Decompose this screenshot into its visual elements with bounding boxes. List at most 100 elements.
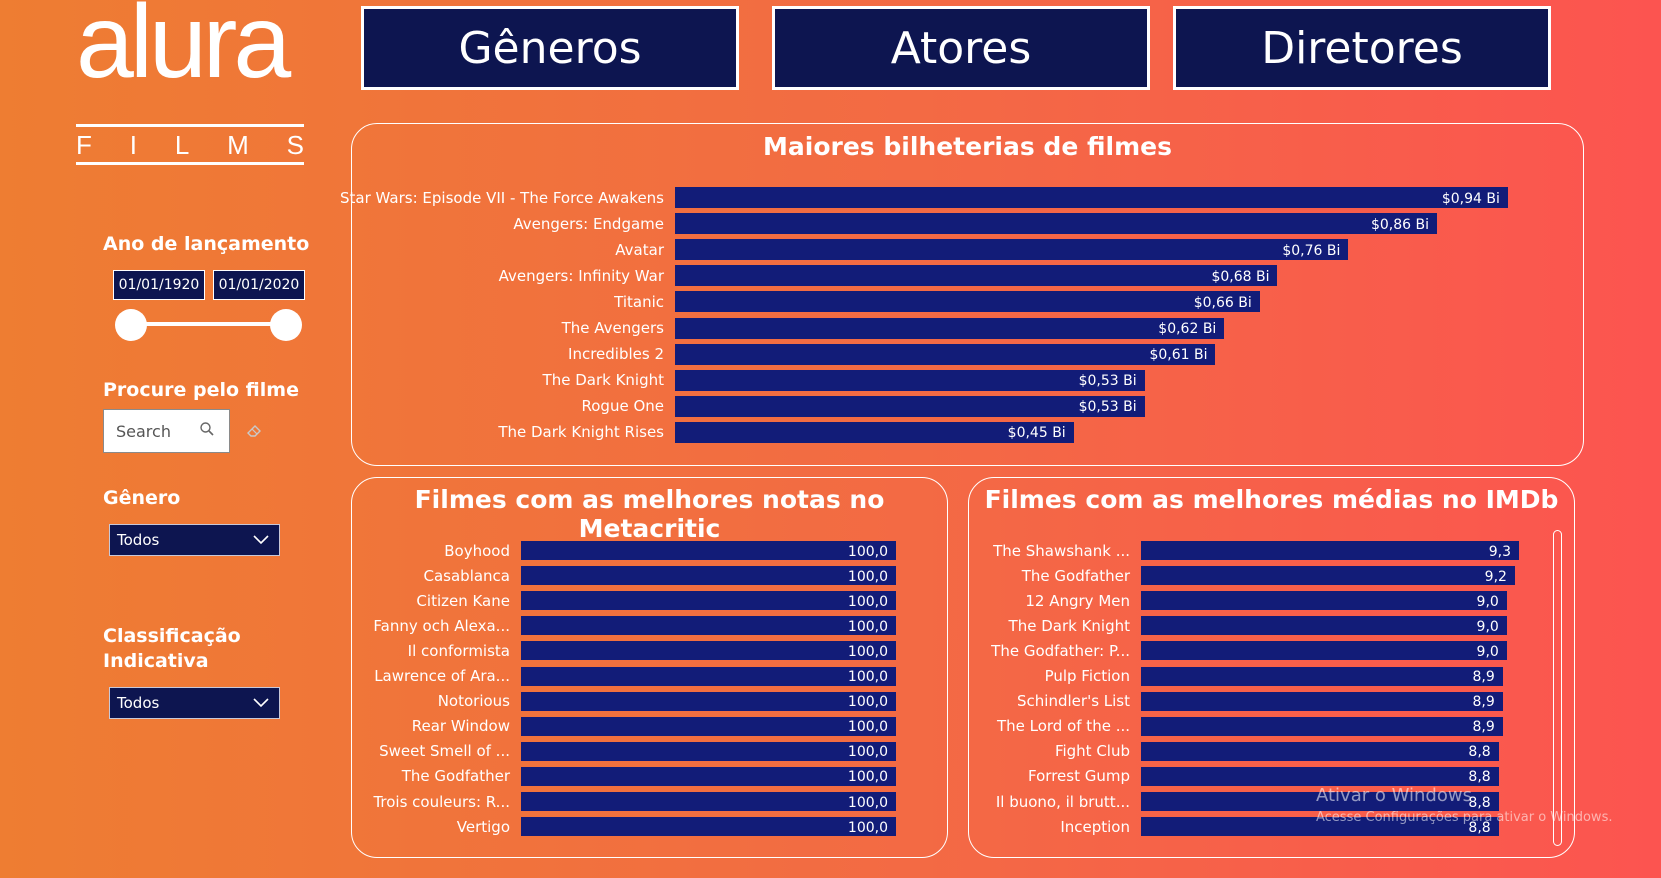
bar[interactable] [1141,792,1499,811]
bar-value-label: 100,0 [847,543,888,560]
bar[interactable] [675,213,1437,235]
nav-button-generos[interactable]: Gêneros [361,6,739,90]
bar-category-label: Avatar [615,240,664,259]
bar[interactable] [521,817,896,837]
bar[interactable] [675,317,1225,339]
bar-category-label: The Godfather [1021,566,1130,585]
bar[interactable] [521,566,896,586]
start-date-input[interactable]: 01/01/1920 [113,270,205,300]
rating-label-line1: Classificação [103,625,241,647]
end-date-input[interactable]: 01/01/2020 [213,270,305,300]
genre-dropdown[interactable]: Todos [109,524,280,556]
bar-category-label: Forrest Gump [1028,767,1130,786]
bar[interactable] [1141,566,1515,586]
bar-category-label: Star Wars: Episode VII - The Force Awake… [340,188,664,207]
eraser-icon[interactable] [246,422,264,438]
bar[interactable] [521,766,896,786]
search-label: Procure pelo filme [103,379,299,401]
bar-value-label: 100,0 [847,593,888,610]
bar-category-label: The Godfather [401,767,510,786]
metacritic-panel: Filmes com as melhores notas no Metacrit… [351,477,948,858]
bar[interactable] [1141,641,1507,661]
bar-category-label: Rogue One [581,397,665,416]
bar[interactable] [521,691,896,711]
bar[interactable] [521,541,896,560]
release-year-label: Ano de lançamento [103,233,310,255]
bar[interactable] [675,343,1216,365]
bar[interactable] [1141,541,1519,560]
bar-category-label: Notorious [437,692,510,711]
bar-category-label: 12 Angry Men [1025,591,1130,610]
bar-value-label: 100,0 [847,694,888,711]
logo-line [76,162,304,165]
bar-value-label: $0,61 Bi [1149,347,1208,364]
bar[interactable] [1141,616,1507,636]
bar[interactable] [675,265,1278,287]
bar-value-label: 9,0 [1476,643,1499,660]
bar-category-label: Fight Club [1054,742,1130,761]
bar[interactable] [675,239,1349,261]
bar[interactable] [1141,817,1499,837]
search-input[interactable]: Search [103,409,230,453]
box-office-title: Maiores bilheterias de filmes [763,132,1172,161]
metacritic-title: Filmes com as melhores notas no Metacrit… [414,485,885,543]
bar-category-label: Lawrence of Ara... [374,667,510,685]
bar-value-label: 8,9 [1472,694,1495,711]
bar-value-label: 100,0 [847,794,888,811]
bar-value-label: $0,76 Bi [1282,242,1341,259]
chevron-down-icon [253,535,269,545]
bar-category-label: Fanny och Alexa... [373,616,510,635]
bar-category-label: Schindler's List [1017,692,1130,711]
search-placeholder: Search [116,421,171,441]
year-slider-end-handle[interactable] [270,309,302,341]
bar-value-label: $0,53 Bi [1078,373,1137,390]
bar-value-label: 9,2 [1484,568,1507,585]
imdb-panel: Filmes com as melhores médias no IMDb [968,477,1575,858]
bar[interactable] [675,395,1145,417]
bar-value-label: 100,0 [847,719,888,736]
bar[interactable] [521,741,896,761]
bar-category-label: Boyhood [444,541,510,560]
watermark-subtitle: Acesse Configurações para ativar o Windo… [1316,810,1613,825]
bar[interactable] [1141,691,1503,711]
bar[interactable] [521,666,896,686]
bar-category-label: The Dark Knight [542,371,664,390]
year-slider-start-handle[interactable] [115,309,147,341]
bar[interactable] [521,641,896,661]
bar-value-label: 8,8 [1468,769,1491,786]
bar-category-label: Pulp Fiction [1044,667,1130,685]
bar-category-label: Avengers: Infinity War [498,266,664,285]
rating-dropdown[interactable]: Todos [109,687,280,719]
bar-value-label: 9,0 [1476,593,1499,610]
bar-category-label: Il buono, il brutt... [995,792,1130,811]
bar[interactable] [1141,741,1499,761]
bar-category-label: The Dark Knight Rises [498,423,664,442]
nav-button-diretores[interactable]: Diretores [1173,6,1551,90]
bar-category-label: Citizen Kane [416,591,510,610]
bar[interactable] [1141,591,1507,611]
bar[interactable] [1141,716,1503,736]
bar[interactable] [1141,666,1503,686]
bar[interactable] [521,591,896,611]
bar-value-label: $0,68 Bi [1211,268,1270,285]
bar[interactable] [675,187,1508,208]
imdb-scrollbar[interactable] [1553,530,1562,846]
bar-category-label: Titanic [614,292,664,311]
rating-label-line2: Indicativa [103,650,209,672]
bar[interactable] [521,792,896,811]
bar[interactable] [521,616,896,636]
bar[interactable] [675,291,1260,313]
bar-value-label: 100,0 [847,769,888,786]
bar-value-label: 8,9 [1472,669,1495,685]
bar[interactable] [675,421,1074,443]
bar-category-label: Casablanca [423,566,511,585]
bar[interactable] [1141,766,1499,786]
genre-selected-value: Todos [117,531,160,549]
year-slider-track[interactable] [131,322,286,326]
logo-films-text: F I L M S [76,130,304,160]
bar-value-label: 9,3 [1488,543,1511,560]
nav-button-atores[interactable]: Atores [772,6,1150,90]
bar[interactable] [521,716,896,736]
logo-brand-text: alura [76,0,291,100]
bar[interactable] [675,369,1145,391]
